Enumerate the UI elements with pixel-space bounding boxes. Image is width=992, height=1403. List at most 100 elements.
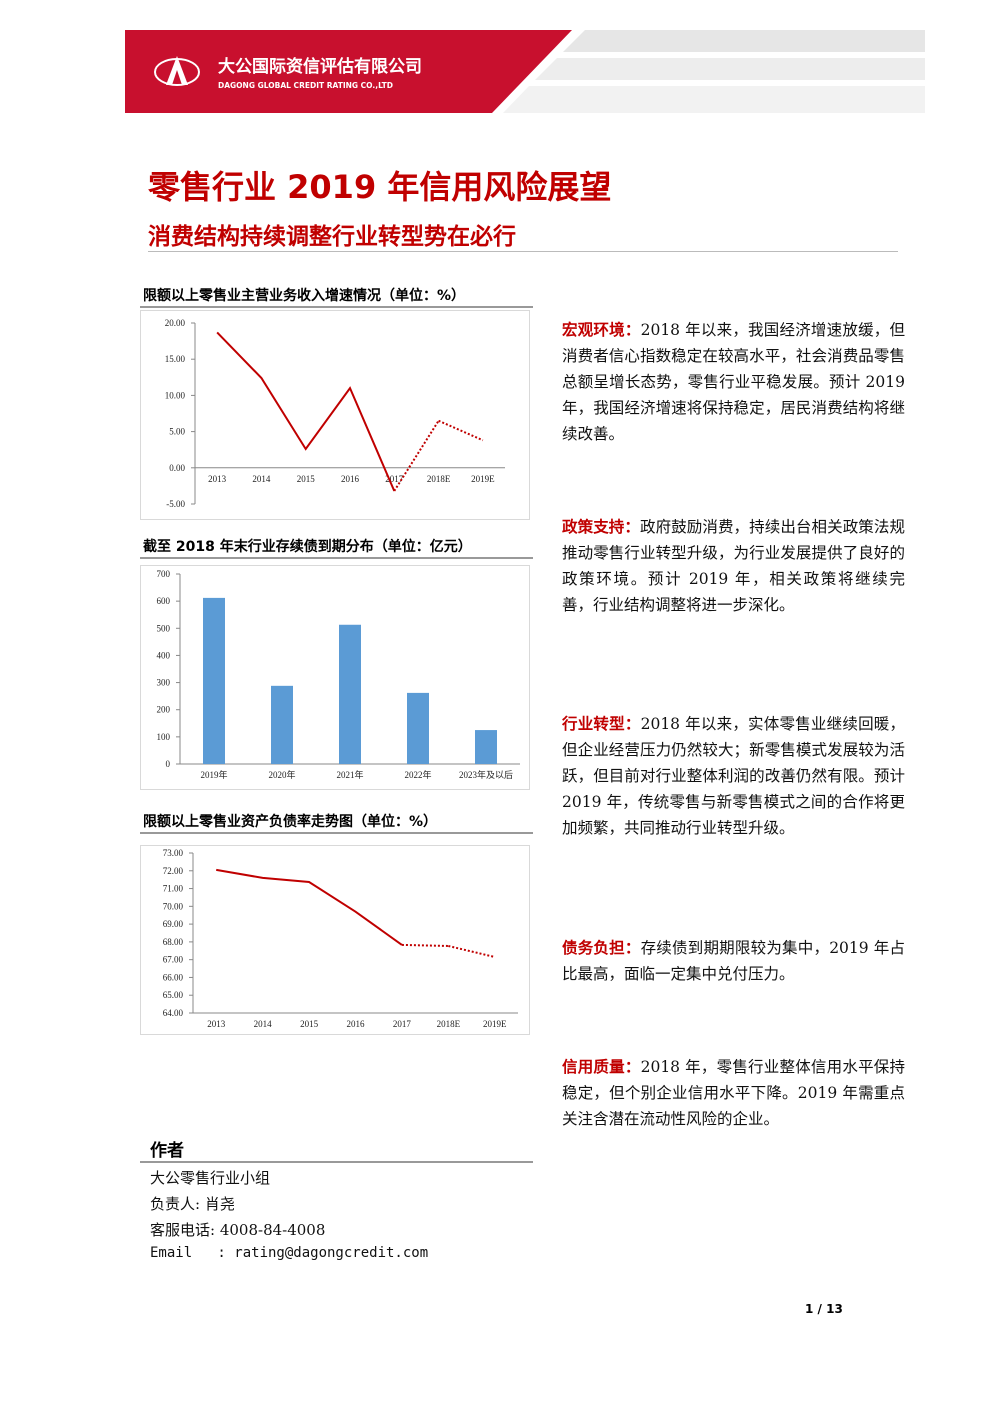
x-tick-label: 2017 xyxy=(393,1019,412,1029)
y-tick-label: 71.00 xyxy=(163,884,184,894)
header-band: 大公国际资信评估有限公司 DAGONG GLOBAL CREDIT RATING… xyxy=(125,30,925,113)
section-text: 政府鼓励消费，持续出台相关政策法规推动零售行业转型升级，为行业发展提供了良好的政… xyxy=(562,518,905,614)
author-line: 大公零售行业小组 xyxy=(150,1169,271,1187)
divider xyxy=(140,832,533,834)
y-tick-label: 67.00 xyxy=(163,955,184,965)
y-tick-label: -5.00 xyxy=(166,499,185,509)
y-tick-label: 200 xyxy=(157,705,171,715)
section: 信用质量：2018 年，零售行业整体信用水平保持稳定，但个别企业信用水平下降。2… xyxy=(562,1054,905,1132)
author-heading: 作者 xyxy=(150,1141,184,1161)
x-tick-label: 2016 xyxy=(347,1019,366,1029)
section-label: 宏观环境： xyxy=(562,321,641,339)
chart-border xyxy=(140,310,530,520)
y-tick-label: 20.00 xyxy=(165,318,186,328)
bar xyxy=(475,730,497,764)
header-red xyxy=(125,30,572,113)
author-line: 客服电话: 4008-84-4008 xyxy=(150,1221,326,1239)
section-label: 政策支持： xyxy=(562,518,640,536)
section: 行业转型：2018 年以来，实体零售业继续回暖，但企业经营压力仍然较大；新零售模… xyxy=(562,711,905,841)
chart-title: 限额以上零售业主营业务收入增速情况（单位：%） xyxy=(143,288,466,304)
x-tick-label: 2015 xyxy=(297,474,316,484)
y-tick-label: 300 xyxy=(157,678,171,688)
header-stripe xyxy=(563,30,925,52)
author-line: Email : rating@dagongcredit.com xyxy=(150,1245,429,1261)
x-tick-label: 2020年 xyxy=(268,769,295,780)
x-tick-label: 2017 xyxy=(385,474,404,484)
y-tick-label: 65.00 xyxy=(163,990,184,1000)
chart-title: 截至 2018 年末行业存续债到期分布（单位：亿元） xyxy=(143,539,472,555)
company-en: DAGONG GLOBAL CREDIT RATING CO.,LTD xyxy=(218,81,393,90)
y-tick-label: 64.00 xyxy=(163,1008,184,1018)
chart: -5.00 0.00 5.00 10.00 15.00 20.00 2013 2014 2015… xyxy=(140,310,530,520)
logo xyxy=(166,56,188,85)
subtitle: 消费结构持续调整行业转型势在必行 xyxy=(148,224,516,250)
page-number: 1 / 13 xyxy=(805,1302,843,1316)
x-tick-label: 2013 xyxy=(208,474,227,484)
line-series xyxy=(216,868,403,946)
divider xyxy=(140,557,533,559)
y-tick-label: 5.00 xyxy=(169,427,185,437)
y-tick-label: 600 xyxy=(157,596,171,606)
x-tick-label: 2018E xyxy=(437,1019,461,1029)
x-tick-label: 2014 xyxy=(254,1019,273,1029)
author-line: 负责人: 肖尧 xyxy=(150,1195,235,1213)
line-series xyxy=(216,331,396,492)
x-tick-label: 2014 xyxy=(252,474,271,484)
section-text: 2018 年以来，我国经济增速放缓，但消费者信心指数稳定在较高水平，社会消费品零… xyxy=(562,321,905,443)
section-text: 2018 年以来，实体零售业继续回暖，但企业经营压力仍然较大；新零售模式发展较为… xyxy=(562,715,905,837)
x-tick-label: 2016 xyxy=(341,474,360,484)
y-tick-label: 0 xyxy=(166,759,171,769)
y-tick-label: 500 xyxy=(157,623,171,633)
section-text: 存续债到期期限较为集中，2019 年占比最高，面临一定集中兑付压力。 xyxy=(562,939,905,983)
section: 政策支持：政府鼓励消费，持续出台相关政策法规推动零售行业转型升级，为行业发展提供… xyxy=(562,514,905,618)
line-series xyxy=(438,419,484,442)
chart: 0 100 200 300 400 500 600 700 2019年 2020年 2021年 202… xyxy=(140,565,530,790)
line-connector xyxy=(393,420,440,492)
y-tick-label: 15.00 xyxy=(165,354,186,364)
divider xyxy=(140,306,533,308)
y-tick-label: 66.00 xyxy=(163,972,184,982)
chart-title: 限额以上零售业资产负债率走势图（单位：%） xyxy=(143,814,438,830)
y-tick-label: 69.00 xyxy=(163,919,184,929)
x-tick-label: 2018E xyxy=(427,474,451,484)
section-text: 2018 年，零售行业整体信用水平保持稳定，但个别企业信用水平下降。2019 年… xyxy=(562,1058,905,1128)
y-tick-label: 10.00 xyxy=(165,390,186,400)
chart-border xyxy=(140,565,530,790)
header-stripe xyxy=(503,86,925,113)
chart: 64.00 65.00 66.00 67.00 68.00 69.00 70.00 71.00… xyxy=(140,845,530,1035)
y-tick-label: 72.00 xyxy=(163,866,184,876)
section-label: 信用质量： xyxy=(562,1058,641,1076)
title: 零售行业 2019 年信用风险展望 xyxy=(148,168,612,206)
header-stripe xyxy=(535,58,925,80)
line-connector xyxy=(401,943,449,947)
y-tick-label: 0.00 xyxy=(169,463,185,473)
bar xyxy=(271,685,293,764)
x-tick-label: 2019年 xyxy=(200,769,227,780)
chart-border xyxy=(140,845,530,1035)
section: 债务负担：存续债到期期限较为集中，2019 年占比最高，面临一定集中兑付压力。 xyxy=(562,935,905,987)
x-tick-label: 2019E xyxy=(483,1019,507,1029)
y-tick-label: 68.00 xyxy=(163,937,184,947)
y-tick-label: 70.00 xyxy=(163,901,184,911)
bar xyxy=(203,597,225,764)
x-tick-label: 2021年 xyxy=(336,769,363,780)
x-tick-label: 2022年 xyxy=(404,769,431,780)
x-tick-label: 2013 xyxy=(207,1019,226,1029)
y-tick-label: 73.00 xyxy=(163,848,184,858)
divider xyxy=(140,1161,533,1163)
x-tick-label: 2023年及以后 xyxy=(459,769,513,780)
section: 宏观环境：2018 年以来，我国经济增速放缓，但消费者信心指数稳定在较高水平，社… xyxy=(562,317,905,447)
bar xyxy=(407,692,429,764)
y-tick-label: 100 xyxy=(157,732,171,742)
section-label: 债务负担： xyxy=(562,939,641,957)
section-label: 行业转型： xyxy=(562,715,641,733)
company-cn: 大公国际资信评估有限公司 xyxy=(218,56,422,77)
y-tick-label: 400 xyxy=(157,650,171,660)
y-tick-label: 700 xyxy=(157,569,171,579)
x-tick-label: 2015 xyxy=(300,1019,319,1029)
line-series xyxy=(448,945,496,958)
bar xyxy=(339,624,361,764)
divider xyxy=(148,251,898,252)
x-tick-label: 2019E xyxy=(471,474,495,484)
